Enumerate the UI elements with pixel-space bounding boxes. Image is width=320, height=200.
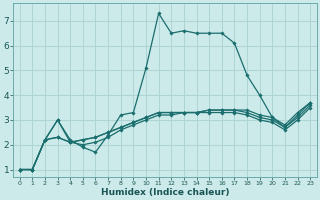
X-axis label: Humidex (Indice chaleur): Humidex (Indice chaleur)	[101, 188, 229, 197]
